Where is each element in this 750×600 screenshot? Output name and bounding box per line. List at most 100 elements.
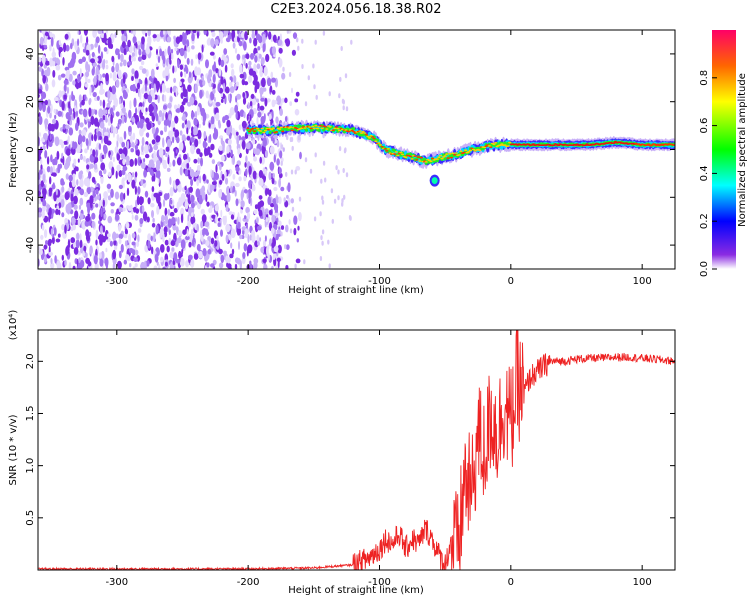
spectrogram-noise-cell — [70, 57, 76, 65]
spectrogram-noise-cell — [159, 48, 163, 57]
spectrogram-noise-cell — [224, 177, 229, 185]
spectrogram-noise-cell — [256, 116, 259, 127]
spectrogram-noise-cell — [138, 48, 142, 56]
spectrogram-noise-cell — [182, 113, 186, 119]
spectrogram-noise-cell — [54, 136, 60, 147]
spectrogram-noise-cell — [63, 42, 67, 53]
spectrogram-noise-cell — [170, 199, 173, 205]
spectrogram-noise-cell — [249, 37, 252, 44]
spectrogram-noise-cell — [256, 98, 260, 103]
spectrogram-noise-cell — [86, 178, 91, 188]
spectrogram-noise-cell — [38, 132, 41, 137]
spectrogram-noise-cell — [43, 44, 47, 49]
spectrogram-noise-cell — [38, 57, 42, 63]
spectrogram-noise-cell — [100, 207, 103, 218]
spectrogram-noise-cell — [182, 229, 187, 235]
spectrogram-noise-cell — [118, 233, 124, 240]
spectrogram-noise-cell — [122, 59, 127, 67]
spectrogram-noise-cell — [115, 170, 118, 179]
spectrogram-noise-cell — [95, 203, 99, 208]
spectrogram-noise-cell — [268, 31, 272, 40]
spectrogram-noise-cell — [200, 208, 205, 215]
spectrogram-noise-cell — [285, 224, 289, 233]
spectrogram-noise-cell — [141, 136, 145, 147]
spectrogram-noise-cell — [243, 81, 249, 86]
spectrogram-noise-cell — [215, 214, 218, 224]
spectrogram-noise-cell — [290, 169, 294, 175]
spectrogram-noise-cell — [284, 116, 288, 122]
spectrogram-noise-cell — [180, 141, 184, 151]
spectrogram-noise-cell — [170, 86, 173, 94]
spectrogram-noise-cell — [271, 214, 276, 223]
spectrogram-noise-cell — [279, 210, 283, 218]
spectrogram-noise-cell — [115, 62, 120, 73]
spectrogram-noise-cell — [251, 233, 256, 243]
spectrogram-noise-cell — [151, 186, 155, 193]
spectrogram-signal-cell — [334, 126, 338, 128]
spectrogram-noise-cell — [186, 30, 191, 35]
spectrogram-noise-cell — [141, 54, 147, 60]
spectrogram-noise-cell — [92, 149, 96, 157]
spectrogram-noise-cell — [92, 91, 97, 98]
spectrogram-noise-cell — [210, 124, 216, 129]
spectrogram-noise-cell — [212, 54, 216, 60]
spectrogram-signal-cell — [459, 150, 463, 152]
spectrogram-noise-cell — [155, 80, 161, 91]
spectrogram-noise-cell — [181, 122, 185, 129]
spectrogram-noise-cell — [78, 171, 83, 180]
spectrogram-noise-cell — [211, 31, 216, 37]
spectrogram-signal-cell — [290, 129, 294, 132]
spectrogram-noise-cell — [42, 102, 46, 113]
spectrogram-noise-cell — [117, 52, 121, 60]
spectrogram-noise-cell — [338, 93, 341, 99]
spectrogram-noise-cell — [82, 43, 86, 48]
spectrogram-noise-cell — [232, 173, 236, 180]
spectrogram-noise-cell — [166, 245, 170, 253]
spectrogram-noise-cell — [153, 107, 157, 117]
spectrogram-noise-cell — [134, 78, 139, 83]
spectrogram-noise-cell — [61, 90, 65, 95]
spectrogram-noise-cell — [58, 46, 63, 53]
spectrogram-noise-cell — [143, 92, 149, 100]
spectrogram-noise-cell — [272, 236, 275, 245]
spectrogram-noise-cell — [271, 46, 277, 55]
spectrogram-noise-cell — [118, 148, 124, 155]
spectrogram-signal-cell — [361, 130, 365, 133]
spectrogram-signal-cell — [289, 126, 293, 128]
spectrogram-noise-cell — [275, 194, 278, 205]
spectrogram-signal-cell — [503, 144, 507, 146]
spectrogram-noise-cell — [107, 233, 111, 238]
spectrogram-noise-cell — [276, 229, 281, 235]
spectrogram-noise-cell — [103, 145, 108, 154]
spectrogram-noise-cell — [129, 100, 132, 110]
spectrogram-noise-cell — [42, 173, 46, 183]
spectrogram-signal-cell — [323, 126, 327, 128]
spectrogram-noise-cell — [38, 115, 43, 125]
spectrogram-noise-cell — [103, 107, 106, 116]
spectrogram-noise-cell — [177, 59, 180, 69]
spectrogram-noise-cell — [153, 127, 156, 134]
spectrogram-noise-cell — [191, 212, 194, 218]
spectrogram-noise-cell — [125, 222, 130, 229]
spectrogram-noise-cell — [245, 223, 248, 230]
spectrogram-noise-cell — [40, 180, 44, 188]
spectrogram-noise-cell — [72, 80, 76, 86]
spectrogram-noise-cell — [105, 30, 108, 34]
spectrogram-noise-cell — [142, 126, 146, 132]
spectrogram-noise-cell — [87, 261, 92, 267]
spectrogram-noise-cell — [226, 185, 231, 196]
spectrogram-noise-cell — [193, 100, 198, 106]
spectrogram-noise-cell — [67, 114, 71, 122]
spectrogram-noise-cell — [179, 130, 183, 136]
spectrogram-noise-cell — [133, 97, 137, 108]
spectrogram-noise-cell — [95, 188, 99, 195]
spectrogram-noise-cell — [92, 62, 97, 67]
spectrogram-noise-cell — [295, 166, 301, 171]
spectrogram-noise-cell — [291, 206, 295, 212]
spectrogram-noise-cell — [274, 212, 280, 217]
spectrogram-signal-cell — [347, 130, 351, 133]
spectrogram-noise-cell — [239, 109, 245, 117]
spectrogram-noise-cell — [280, 98, 286, 103]
spectrogram-noise-cell — [122, 158, 126, 166]
spectrogram-noise-cell — [220, 92, 223, 98]
